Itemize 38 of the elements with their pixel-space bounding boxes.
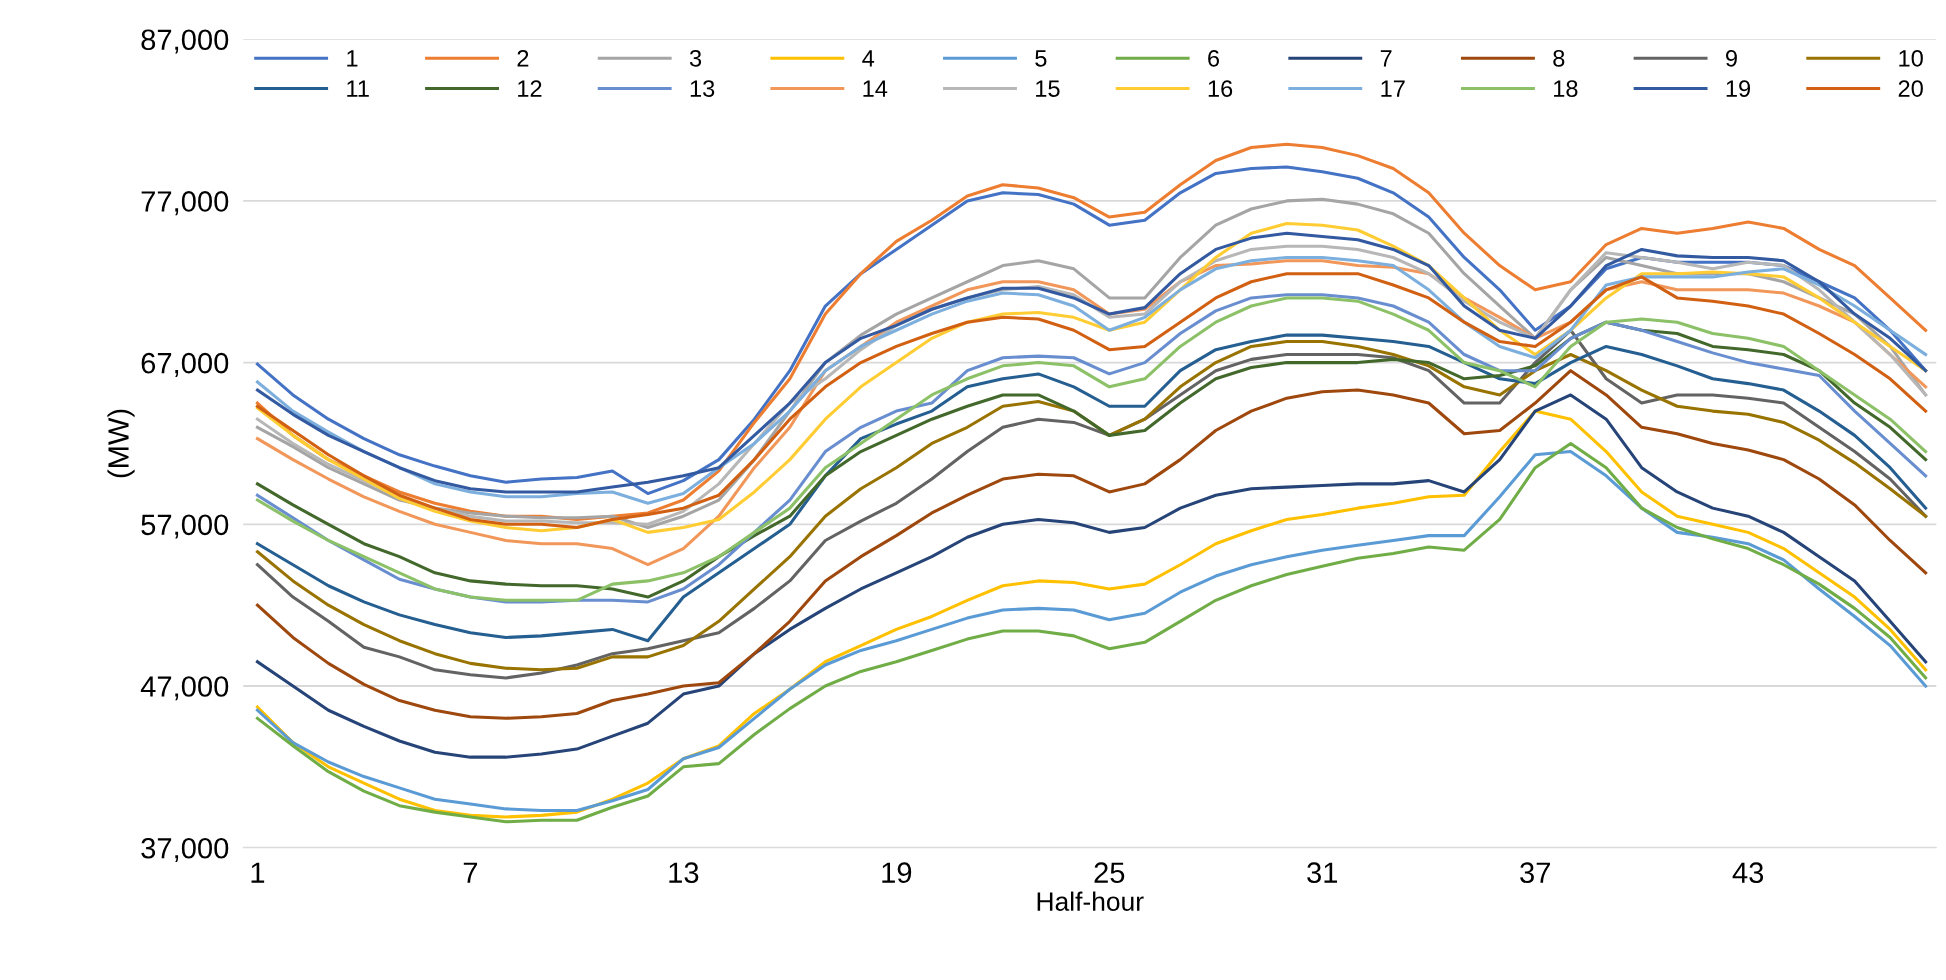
x-tick-label: 7 <box>463 862 478 883</box>
legend-label: 11 <box>347 80 369 97</box>
y-tick-label: 67,000 <box>141 352 229 377</box>
line-series <box>255 369 1928 720</box>
legend-label: 3 <box>689 49 702 67</box>
legend-label: 19 <box>1726 80 1751 97</box>
x-axis-title: Half-hour <box>1037 891 1144 911</box>
x-tick-label: 1 <box>251 862 265 883</box>
y-tick-label: 37,000 <box>141 837 229 862</box>
y-tick-label: 87,000 <box>141 29 229 54</box>
legend-label: 20 <box>1898 80 1923 97</box>
x-tick-label: 25 <box>1094 862 1125 884</box>
x-tick-label: 19 <box>882 862 912 884</box>
x-tick-label: 37 <box>1520 862 1550 884</box>
legend-label: 12 <box>518 80 542 97</box>
legend-label: 17 <box>1381 80 1405 97</box>
y-tick-label: 57,000 <box>141 514 229 539</box>
y-tick-label: 77,000 <box>141 191 229 216</box>
legend-label: 9 <box>1726 49 1737 67</box>
y-tick-label: 47,000 <box>140 676 229 701</box>
legend-label: 1 <box>347 50 358 67</box>
legend-label: 14 <box>863 80 888 97</box>
y-axis-title: (MW) <box>107 409 135 478</box>
legend-label: 15 <box>1036 80 1060 97</box>
line-series <box>255 393 1928 759</box>
legend-label: 18 <box>1554 80 1578 97</box>
x-tick-label: 43 <box>1732 862 1764 884</box>
legend-label: 7 <box>1380 50 1392 67</box>
legend-label: 8 <box>1553 49 1565 67</box>
x-tick-label: 13 <box>669 862 699 884</box>
legend-label: 2 <box>517 49 529 67</box>
legend-label: 13 <box>690 80 715 97</box>
legend-label: 6 <box>1208 49 1220 67</box>
legend-label: 10 <box>1899 49 1923 67</box>
legend-label: 5 <box>1035 50 1047 67</box>
x-tick-label: 31 <box>1307 862 1338 884</box>
legend-label: 4 <box>862 50 875 67</box>
legend-label: 16 <box>1208 80 1233 97</box>
